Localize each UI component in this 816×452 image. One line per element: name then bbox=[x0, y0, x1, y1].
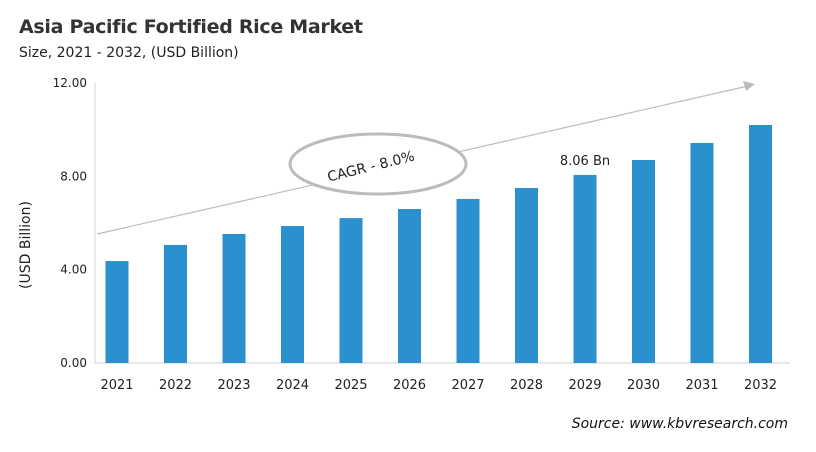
bar-2032 bbox=[749, 125, 772, 363]
bar-2031 bbox=[690, 142, 714, 363]
y-tick-label: 12.00 bbox=[53, 76, 87, 90]
x-tick-label: 2021 bbox=[100, 378, 133, 393]
x-tick-label: 2026 bbox=[393, 378, 426, 393]
x-tick-label: 2024 bbox=[276, 378, 309, 393]
trend-arrow-head bbox=[743, 81, 755, 91]
x-tick-label: 2029 bbox=[568, 378, 601, 393]
x-tick-label: 2022 bbox=[159, 378, 192, 393]
bar-2022 bbox=[164, 244, 187, 363]
chart-title: Asia Pacific Fortified Rice Market bbox=[19, 16, 363, 38]
bar-2023 bbox=[222, 233, 246, 363]
x-tick-label: 2027 bbox=[451, 378, 484, 393]
y-axis-label: (USD Billion) bbox=[18, 201, 34, 289]
y-tick-label: 8.00 bbox=[60, 169, 87, 183]
bar-2030 bbox=[632, 160, 655, 363]
source-note: Source: www.kbvresearch.com bbox=[571, 416, 788, 432]
bar-2024 bbox=[281, 226, 304, 363]
data-label: 8.06 Bn bbox=[560, 154, 610, 169]
y-tick-label: 0.00 bbox=[60, 356, 87, 370]
bar-2027 bbox=[456, 198, 480, 363]
bar-2025 bbox=[339, 218, 363, 363]
x-tick-label: 2031 bbox=[685, 378, 718, 393]
y-tick-label: 4.00 bbox=[60, 263, 87, 277]
x-tick-label: 2025 bbox=[334, 378, 367, 393]
x-tick-label: 2028 bbox=[510, 378, 543, 393]
bar-2026 bbox=[398, 209, 421, 363]
bar-2028 bbox=[515, 188, 538, 363]
x-tick-label: 2030 bbox=[627, 378, 660, 393]
x-tick-label: 2032 bbox=[744, 378, 777, 393]
x-tick-label: 2023 bbox=[217, 378, 250, 393]
chart-subtitle: Size, 2021 - 2032, (USD Billion) bbox=[19, 45, 239, 61]
bar-2021 bbox=[105, 261, 129, 363]
bar-2029 bbox=[573, 174, 597, 363]
cagr-ellipse bbox=[288, 132, 468, 196]
